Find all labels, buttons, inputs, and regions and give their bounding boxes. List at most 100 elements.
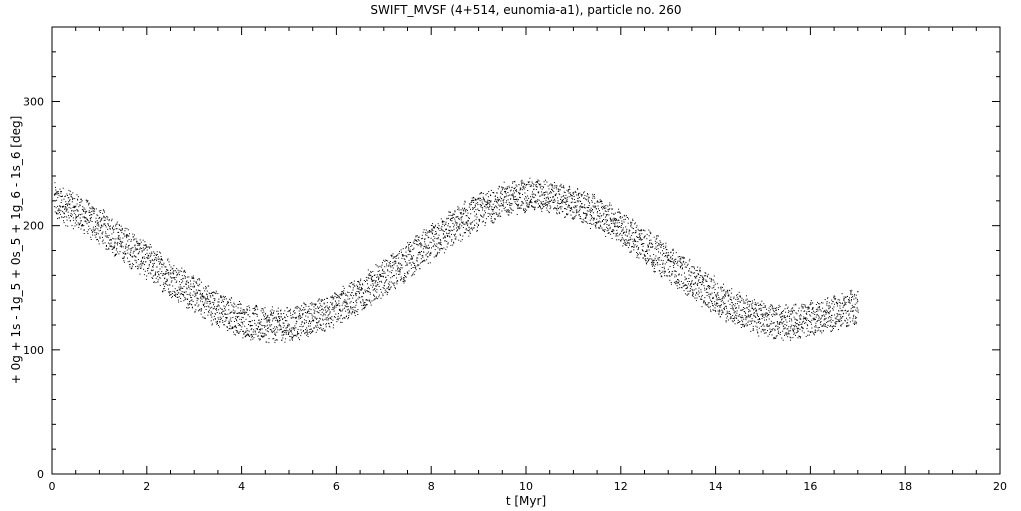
data-point: [580, 201, 582, 202]
data-point: [325, 326, 327, 328]
data-point: [492, 222, 494, 224]
data-point: [795, 332, 797, 334]
data-point: [668, 275, 670, 277]
data-point: [174, 270, 176, 272]
data-point: [138, 252, 140, 254]
data-point: [286, 320, 288, 322]
data-point: [519, 192, 521, 194]
data-point: [108, 247, 110, 249]
data-point: [376, 284, 378, 286]
data-point: [749, 316, 751, 318]
data-point: [306, 327, 308, 329]
data-point: [431, 225, 433, 226]
data-point: [672, 261, 674, 263]
data-point: [165, 272, 167, 274]
data-point: [682, 256, 684, 258]
data-point: [663, 268, 665, 270]
data-point: [226, 326, 228, 328]
data-point: [696, 292, 698, 294]
data-point: [744, 315, 746, 316]
data-point: [709, 285, 710, 287]
data-point: [395, 257, 397, 259]
data-point: [526, 206, 528, 208]
data-point: [304, 333, 306, 335]
data-point: [733, 319, 735, 321]
data-point: [497, 196, 499, 198]
data-point: [209, 307, 211, 309]
data-point: [601, 207, 602, 209]
data-point: [246, 328, 248, 330]
data-point: [438, 225, 440, 227]
data-point: [198, 310, 199, 312]
data-point: [578, 214, 580, 215]
data-point: [158, 258, 160, 260]
data-point: [725, 320, 727, 322]
data-point: [787, 332, 789, 334]
data-point: [606, 219, 608, 221]
data-point: [213, 292, 215, 294]
data-point: [57, 197, 59, 199]
data-point: [604, 219, 606, 221]
data-point: [68, 207, 70, 209]
data-point: [106, 245, 107, 246]
data-point: [213, 302, 215, 304]
data-point: [685, 261, 687, 263]
data-point: [385, 260, 387, 261]
data-point: [750, 321, 752, 323]
data-point: [342, 308, 344, 310]
data-point: [242, 317, 244, 319]
data-point: [360, 289, 362, 291]
data-point: [125, 246, 127, 248]
data-point: [626, 235, 628, 237]
data-point: [86, 218, 88, 220]
data-point: [66, 203, 67, 205]
data-point: [496, 207, 498, 209]
data-point: [269, 324, 271, 326]
data-point: [410, 268, 412, 269]
data-point: [159, 268, 161, 270]
data-point: [271, 332, 273, 334]
data-point: [569, 188, 571, 190]
data-point: [107, 223, 109, 225]
data-point: [255, 328, 257, 330]
data-point: [487, 202, 489, 204]
data-point: [69, 199, 71, 201]
data-point: [258, 331, 260, 333]
data-point: [746, 295, 747, 297]
data-point: [492, 209, 493, 210]
data-point: [241, 313, 243, 314]
data-point: [700, 298, 702, 300]
data-point: [705, 304, 707, 306]
data-point: [283, 331, 285, 333]
data-point: [699, 269, 700, 271]
data-point: [322, 328, 324, 330]
data-point: [504, 188, 506, 190]
data-point: [288, 324, 290, 326]
data-point: [239, 324, 241, 325]
data-point: [341, 310, 343, 312]
data-point: [691, 281, 693, 283]
data-point: [659, 243, 661, 245]
data-point: [773, 337, 775, 339]
data-point: [620, 217, 622, 219]
data-point: [511, 212, 513, 214]
data-point: [233, 326, 235, 328]
data-point: [211, 292, 213, 294]
data-point: [768, 325, 770, 327]
data-point: [797, 337, 799, 339]
data-point: [449, 229, 450, 231]
data-point: [238, 316, 240, 318]
data-point: [60, 202, 62, 203]
data-point: [587, 193, 588, 195]
data-point: [356, 302, 358, 304]
data-point: [582, 212, 584, 214]
data-point: [754, 304, 756, 305]
data-point: [147, 268, 148, 269]
data-point: [368, 299, 370, 301]
data-point: [73, 206, 75, 208]
data-point: [221, 296, 223, 298]
data-point: [371, 279, 373, 281]
data-point: [503, 202, 505, 204]
data-point: [315, 308, 317, 310]
data-point: [145, 245, 147, 247]
